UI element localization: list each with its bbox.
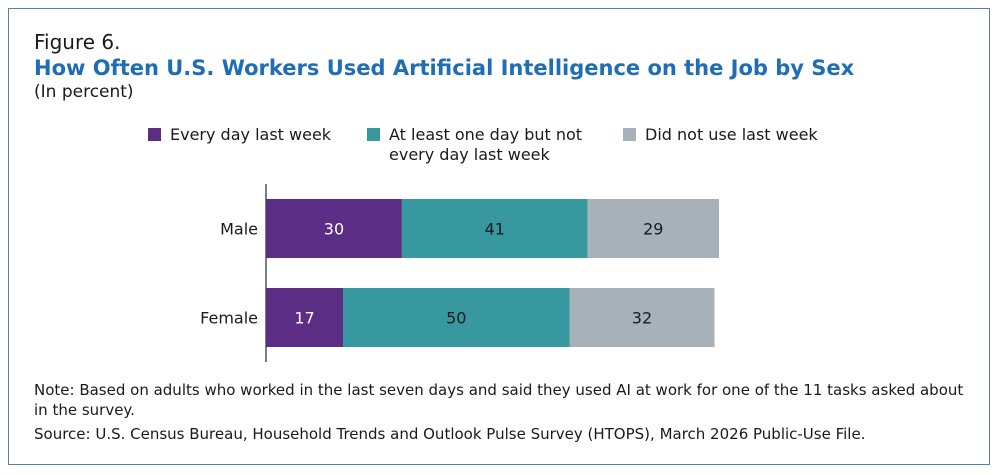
data-label-male-series-1: 30	[324, 220, 344, 239]
data-label-male-series-2: 41	[485, 220, 505, 239]
legend-swatch-did-not-use	[623, 128, 636, 141]
data-label-female-series-1: 17	[294, 309, 314, 328]
bar-female-series-2	[343, 288, 570, 347]
figure-frame	[8, 8, 990, 465]
bar-male-series-3	[587, 199, 719, 258]
legend-label-at-least-one-day: At least one day but not every day last …	[389, 125, 583, 164]
legend-label-did-not-use: Did not use last week	[645, 125, 818, 144]
category-label-female: Female	[200, 309, 258, 328]
legend-item-at-least-one-day: At least one day but not every day last …	[367, 125, 582, 165]
legend-label-every-day: Every day last week	[170, 125, 332, 144]
chart-title: How Often U.S. Workers Used Artificial I…	[34, 56, 855, 80]
data-label-female-series-3: 32	[632, 309, 652, 328]
data-label-female-series-2: 50	[446, 309, 466, 328]
data-label-male-series-3: 29	[643, 220, 663, 239]
chart-note: Note: Based on adults who worked in the …	[34, 381, 964, 419]
legend-item-every-day: Every day last week	[148, 125, 331, 145]
chart-source: Source: U.S. Census Bureau, Household Tr…	[34, 425, 866, 443]
legend-swatch-at-least-one-day	[367, 128, 380, 141]
legend-item-did-not-use: Did not use last week	[623, 125, 818, 145]
legend-swatch-every-day	[148, 128, 161, 141]
bar-female-series-3	[569, 288, 715, 347]
category-label-male: Male	[220, 220, 258, 239]
chart-subtitle: (In percent)	[34, 82, 134, 102]
figure-label: Figure 6.	[34, 30, 121, 54]
bar-male-series-2	[401, 199, 588, 258]
bar-female-series-1	[266, 288, 344, 347]
bar-male-series-1	[266, 199, 402, 258]
